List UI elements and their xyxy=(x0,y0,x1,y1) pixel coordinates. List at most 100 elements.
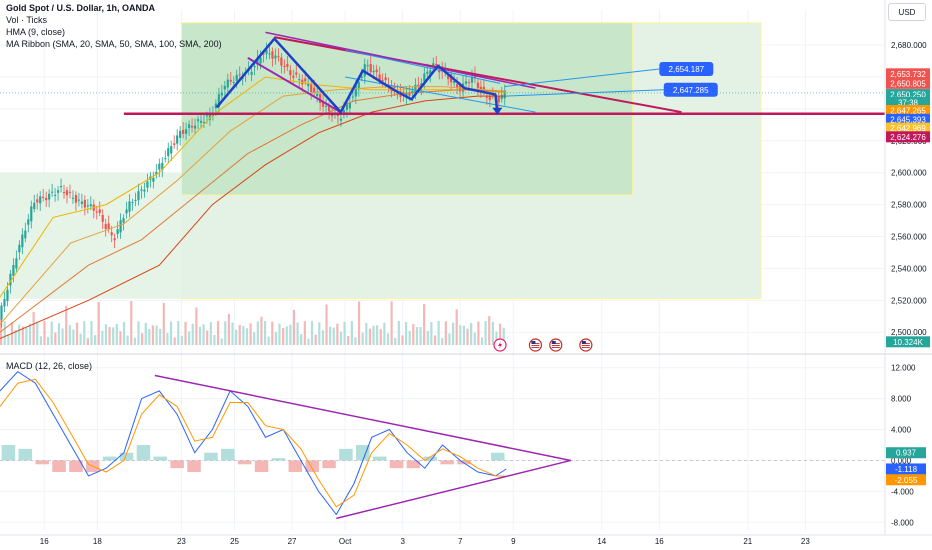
candle-body xyxy=(277,56,280,58)
volume-bar xyxy=(202,324,205,345)
candle-body xyxy=(140,189,143,191)
chart-legend: Gold Spot / U.S. Dollar, 1h, OANDA Vol ·… xyxy=(6,2,222,50)
volume-bar xyxy=(235,329,238,345)
candle-body xyxy=(6,289,9,302)
time-tick-label: 23 xyxy=(801,537,810,546)
legend-hma[interactable]: HMA (9, close) xyxy=(6,27,66,37)
wedge-upper-line xyxy=(265,31,536,89)
volume-bar xyxy=(498,323,502,345)
price-tick-label: 2,600.000 xyxy=(891,169,927,178)
symbol-title[interactable]: Gold Spot / U.S. Dollar, 1h, OANDA xyxy=(6,3,156,13)
volume-bar xyxy=(155,325,158,345)
candle-body xyxy=(283,65,286,67)
candle-body xyxy=(223,85,226,90)
candle-body xyxy=(342,110,346,114)
candle-body xyxy=(199,120,203,123)
volume-bar xyxy=(386,333,390,345)
flag-canton xyxy=(551,341,556,344)
candle-body xyxy=(289,70,292,76)
candle-body xyxy=(95,211,98,213)
candle-body xyxy=(307,83,310,87)
volume-bar xyxy=(488,316,491,345)
volume-bar xyxy=(112,327,115,345)
candle-body xyxy=(470,76,474,83)
candle-body xyxy=(238,74,241,76)
candle-body xyxy=(187,124,191,128)
candle-body xyxy=(432,63,435,66)
volume-bar xyxy=(43,321,46,345)
volume-bar xyxy=(310,321,314,345)
volume-bar xyxy=(50,321,53,345)
candle-body xyxy=(485,96,488,98)
volume-bar xyxy=(491,321,494,345)
macd-triangle-upper xyxy=(154,374,571,462)
volume-bar xyxy=(415,327,419,345)
candle-body xyxy=(190,125,194,128)
volume-bar xyxy=(144,322,147,345)
volume-bar xyxy=(502,327,505,345)
candle-body xyxy=(378,74,381,81)
candle-body xyxy=(310,83,313,92)
volume-bar xyxy=(130,301,133,345)
candle-body xyxy=(146,181,149,188)
candle-body xyxy=(321,101,325,107)
candle-body xyxy=(65,190,69,196)
volume-bar xyxy=(473,332,476,345)
flag-canton xyxy=(531,341,536,344)
macd-series-signal xyxy=(0,378,507,508)
volume-bar xyxy=(90,321,93,345)
price-tag-label: 37:38 xyxy=(898,99,919,108)
candle-body xyxy=(414,84,417,93)
candle-body xyxy=(48,193,51,200)
macd-histogram-bar xyxy=(423,456,438,461)
volume-bar xyxy=(314,334,317,345)
price-tag-label: 2,647.265 xyxy=(890,107,926,116)
candle-body xyxy=(453,81,456,84)
legend-ma-ribbon[interactable]: MA Ribbon (SMA, 20, SMA, 50, SMA, 100, S… xyxy=(6,39,222,49)
candle-body xyxy=(369,64,372,73)
volume-bar xyxy=(372,325,375,345)
candle-body xyxy=(226,79,229,88)
legend-volume[interactable]: Vol · Ticks xyxy=(6,15,48,25)
volume-bar xyxy=(329,326,332,345)
volume-bar xyxy=(263,321,267,345)
candle-body xyxy=(476,82,480,88)
volume-bar xyxy=(169,321,173,345)
macd-title[interactable]: MACD (12, 26, close) xyxy=(6,361,93,371)
volume-bar xyxy=(253,332,256,345)
candle-body xyxy=(262,53,265,55)
volume-bar xyxy=(455,309,458,345)
candle-body xyxy=(71,197,75,199)
candle-body xyxy=(170,146,173,154)
macd-histogram-bar xyxy=(491,452,505,461)
volume-bar xyxy=(72,329,75,345)
volume-bar xyxy=(206,330,209,345)
volume-bar xyxy=(390,301,393,345)
price-tick-label: 2,500.000 xyxy=(891,328,927,337)
candle-body xyxy=(119,220,122,233)
projection-label-1: 2,654.187 xyxy=(669,65,705,74)
volume-bar xyxy=(289,324,292,345)
volume-bar xyxy=(495,331,498,345)
volume-bar xyxy=(184,321,187,345)
resistance-line xyxy=(274,36,682,114)
volume-bar xyxy=(79,333,82,345)
candle-body xyxy=(205,115,209,117)
macd-tick-label: -4.000 xyxy=(891,487,914,496)
time-tick-label: 21 xyxy=(743,537,752,546)
volume-bar xyxy=(75,322,79,345)
macd-histogram-bar xyxy=(1,445,16,461)
candle-body xyxy=(164,158,167,160)
candle-body xyxy=(24,230,27,239)
candle-body xyxy=(268,53,271,55)
volume-bar xyxy=(459,325,462,345)
volume-bar xyxy=(220,338,223,345)
candle-body xyxy=(357,81,360,90)
price-tag-box xyxy=(886,97,930,109)
candle-body xyxy=(45,197,48,201)
volume-bar xyxy=(101,330,104,345)
currency-button[interactable]: USD xyxy=(888,3,926,21)
volume-bar xyxy=(300,334,303,345)
time-tick-label: 16 xyxy=(40,537,49,546)
